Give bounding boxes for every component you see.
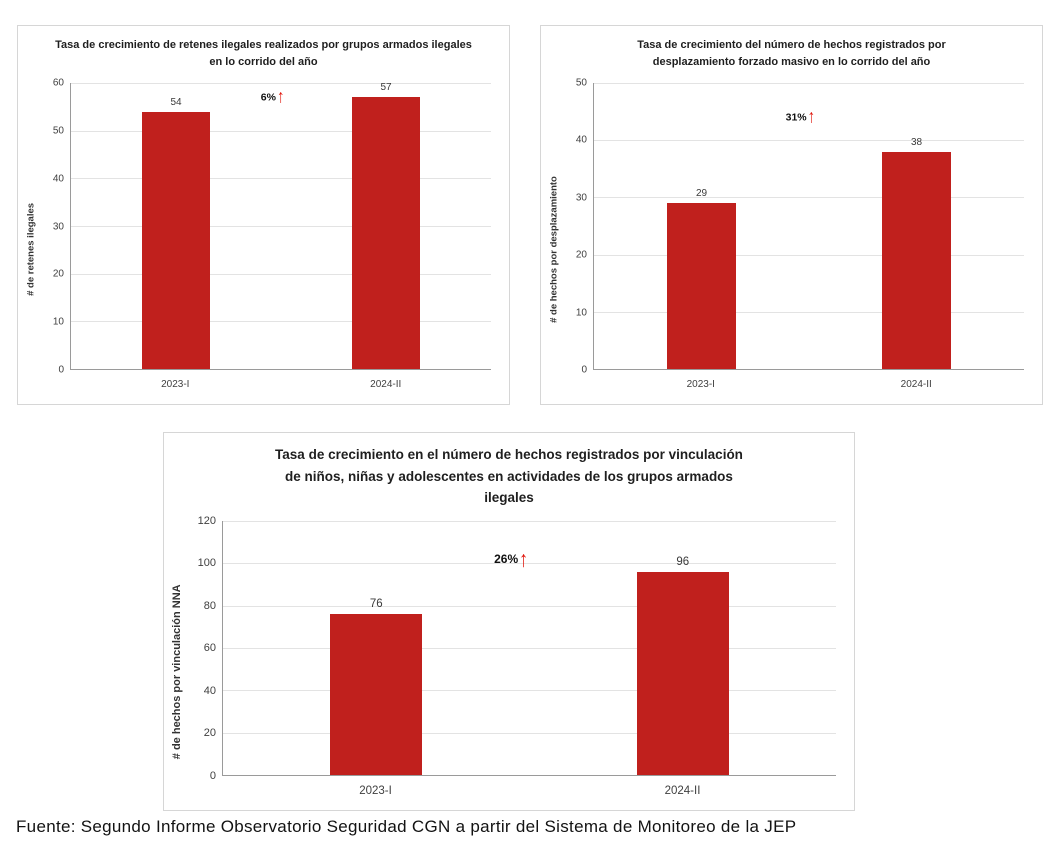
y-tick-label: 60 [52, 77, 64, 89]
chart-panel-vinculacion-nna: Tasa de crecimiento en el número de hech… [163, 432, 855, 811]
plot-wrap: 0 10 20 30 40 50 60 54 57 6% ↑ 2023-I 2024-II [38, 73, 499, 400]
gridline [71, 83, 491, 85]
plot-wrap: 0 10 20 30 40 50 29 38 31% ↑ 2023-I 2024-II [561, 73, 1032, 400]
bar-value-label: 76 [369, 598, 383, 610]
chart-panel-desplazamiento-forzado: Tasa de crecimiento del número de hechos… [540, 25, 1043, 405]
growth-annotation: 31% ↑ [785, 106, 816, 129]
gridline [594, 140, 1024, 142]
y-axis-label: # de hechos por desplazamiento [548, 176, 560, 323]
gridline [594, 311, 1024, 313]
gridline [223, 690, 836, 692]
chart-panel-retenes-ilegales: Tasa de crecimiento de retenes ilegales … [17, 25, 510, 405]
bar-value-label: 96 [676, 555, 690, 568]
chart-title: Tasa de crecimiento en el número de hech… [275, 447, 743, 506]
x-axis-ticks: 2023-I 2024-II [222, 780, 836, 802]
gridline [594, 83, 1024, 85]
bar-value-label: 57 [380, 82, 392, 94]
bar-2024-II [882, 151, 951, 369]
y-tick-label: 30 [575, 192, 587, 204]
up-arrow-icon: ↑ [807, 106, 816, 129]
x-tick-label: 2023-I [359, 785, 392, 797]
gridline [223, 605, 836, 607]
chart-title: Tasa de crecimiento del número de hechos… [637, 39, 946, 69]
gridline [594, 197, 1024, 199]
gridline [594, 254, 1024, 256]
y-axis-ticks: 0 10 20 30 40 50 [561, 78, 587, 376]
y-tick-label: 20 [203, 727, 216, 740]
gridline [223, 647, 836, 649]
bar-value-label: 38 [910, 136, 923, 148]
growth-annotation: 26% ↑ [494, 546, 529, 572]
y-axis-ticks: 0 20 40 60 80 100 120 [184, 515, 216, 782]
x-tick-label: 2024-II [664, 785, 701, 797]
y-tick-label: 80 [203, 599, 216, 612]
bar-2024-II [352, 97, 420, 369]
plot-area: 76 96 26% ↑ [222, 520, 836, 776]
x-axis-ticks: 2023-I 2024-II [593, 374, 1024, 396]
y-tick-label: 60 [203, 642, 216, 655]
x-tick-label: 2024-II [370, 379, 402, 390]
y-axis-label: # de retenes ilegales [25, 203, 37, 297]
bar-value-label: 29 [695, 188, 708, 200]
y-tick-label: 0 [58, 364, 64, 376]
gridline [223, 732, 836, 734]
gridline [71, 226, 491, 228]
y-tick-label: 20 [52, 268, 64, 280]
y-tick-label: 40 [203, 684, 216, 697]
y-axis-ticks: 0 10 20 30 40 50 60 [38, 78, 64, 376]
chart-body: # de retenes ilegales 0 10 20 30 40 50 60 54 57… [24, 73, 499, 400]
plot-wrap: 0 20 40 60 80 100 120 76 96 26% ↑ 2023-I 2024-II [184, 511, 844, 806]
plot-area: 29 38 31% ↑ [593, 83, 1024, 370]
gridline [71, 321, 491, 323]
chart-body: # de hechos por vinculación NNA 0 20 40 60 8… [170, 511, 844, 806]
growth-percent-label: 6% [260, 91, 276, 104]
x-tick-label: 2023-I [161, 379, 190, 390]
y-tick-label: 20 [575, 249, 587, 261]
y-tick-label: 10 [52, 316, 64, 328]
y-tick-label: 50 [575, 77, 587, 89]
y-tick-label: 100 [197, 557, 216, 570]
gridline [223, 520, 836, 522]
gridline [71, 130, 491, 132]
gridline [71, 178, 491, 180]
gridline [71, 273, 491, 275]
bar-2023-I [142, 111, 210, 369]
growth-annotation: 6% ↑ [260, 86, 285, 108]
gridline [223, 563, 836, 565]
y-tick-label: 30 [52, 221, 64, 233]
y-tick-label: 10 [575, 307, 587, 319]
source-text: Fuente: Segundo Informe Observatorio Seg… [16, 817, 797, 836]
up-arrow-icon: ↑ [276, 86, 285, 108]
bar-value-label: 54 [170, 96, 182, 108]
chart-title: Tasa de crecimiento de retenes ilegales … [55, 39, 472, 69]
plot-area: 54 57 6% ↑ [70, 82, 491, 370]
up-arrow-icon: ↑ [519, 546, 529, 572]
bar-2023-I [330, 614, 423, 775]
y-tick-label: 0 [581, 364, 587, 376]
chart-body: # de hechos por desplazamiento 0 10 20 30 40… [547, 73, 1032, 400]
y-tick-label: 50 [52, 125, 64, 137]
y-axis-label: # de hechos por vinculación NNA [171, 583, 183, 759]
y-tick-label: 40 [575, 134, 587, 146]
y-tick-label: 0 [209, 770, 216, 782]
growth-percent-label: 31% [785, 111, 807, 124]
y-tick-label: 40 [52, 173, 64, 185]
x-axis-ticks: 2023-I 2024-II [70, 374, 491, 396]
bar-2023-I [667, 203, 736, 369]
y-tick-label: 120 [197, 514, 216, 527]
growth-percent-label: 26% [494, 551, 519, 566]
bar-2024-II [636, 571, 729, 775]
x-tick-label: 2024-II [900, 379, 932, 390]
x-tick-label: 2023-I [686, 379, 715, 390]
